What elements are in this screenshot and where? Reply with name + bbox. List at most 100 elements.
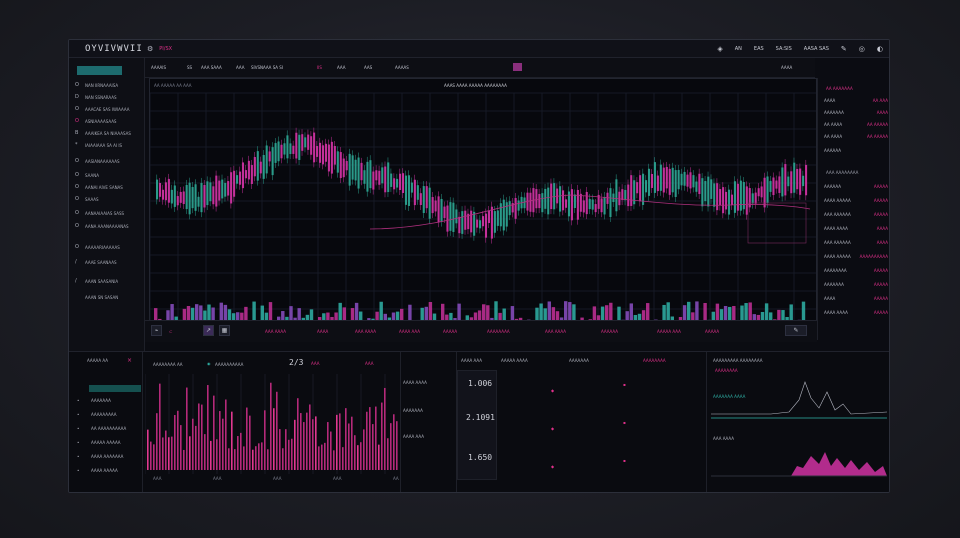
- sidebar-item-4[interactable]: B AAAIKEA SA NIAAASAS: [75, 130, 131, 136]
- footer-label-4[interactable]: AAAAA: [443, 329, 458, 334]
- sidebar-item-2[interactable]: O AAACAE SAS IWIAAAA: [75, 106, 129, 112]
- footer-label-8[interactable]: AAAAA AAA: [657, 329, 681, 334]
- candle: [173, 185, 176, 207]
- footer-label-0[interactable]: AAA AAAA: [265, 329, 286, 334]
- settings-icon[interactable]: ◎: [858, 45, 865, 53]
- candle: [185, 184, 188, 210]
- sidebar-item-10[interactable]: O AANAAIAAIAS SASS: [75, 210, 124, 216]
- volume-tick: AAA: [273, 476, 282, 481]
- footer-label-7[interactable]: AAAAAA: [601, 329, 618, 334]
- footer-label-1[interactable]: AAAA: [317, 329, 329, 334]
- volume-bar: [748, 302, 752, 331]
- sidebar-item-label: SAAAS: [85, 196, 99, 202]
- volume-bar: [572, 304, 576, 331]
- candle: [295, 132, 298, 159]
- watchlist-row-1[interactable]: AAAAAAAAA: [91, 412, 117, 417]
- candle: [745, 186, 748, 215]
- profile-icon[interactable]: ◐: [876, 45, 883, 53]
- footer-label-2[interactable]: AAA AAAA: [355, 329, 376, 334]
- footer-label-9[interactable]: AAAAA: [705, 329, 720, 334]
- orderbook-row: AAA AAAAAA AAAA: [824, 240, 888, 245]
- watchlist-row-5[interactable]: AAAA AAAAA: [91, 468, 118, 473]
- watchlist-row-3[interactable]: AAAAA AAAAA: [91, 440, 121, 445]
- link-icon[interactable]: ⌁: [151, 325, 162, 336]
- footer-label-6[interactable]: AAA AAAA: [545, 329, 566, 334]
- gear-icon[interactable]: ⚙: [147, 45, 154, 53]
- volume-bar: [297, 308, 301, 331]
- candle: [579, 193, 582, 212]
- candle: [692, 175, 695, 188]
- volume-bar: [300, 413, 302, 470]
- order-action-icon[interactable]: ◆: [551, 426, 555, 431]
- top-item-0[interactable]: AN: [734, 46, 742, 52]
- top-item-3[interactable]: AASA SAS: [803, 46, 829, 52]
- close-icon[interactable]: ×: [127, 357, 133, 364]
- candle: [431, 197, 434, 214]
- candle: [659, 164, 662, 191]
- order-status-icon[interactable]: ▪: [623, 420, 626, 425]
- watchlist-row-icon: •: [77, 412, 80, 417]
- sidebar-item-5[interactable]: * IAIAAIAAA SA AI IS: [75, 142, 122, 148]
- volume-value: 2/3: [289, 358, 304, 367]
- orderbook-label: AAAAAA: [824, 148, 841, 153]
- sidebar-item-14[interactable]: / AAAN SAASANIA: [75, 278, 118, 284]
- sidebar-item-3[interactable]: O ASNIAAAASAAS: [75, 118, 116, 124]
- sidebar-item-8[interactable]: O AANAI AIVE SANAS: [75, 184, 123, 190]
- candle: [363, 170, 366, 184]
- toolbar-item-1[interactable]: SS: [187, 65, 193, 70]
- order-status-icon[interactable]: ▪: [623, 458, 626, 463]
- watchlist-active-row[interactable]: [89, 385, 141, 392]
- candle: [612, 193, 615, 202]
- volume-bar: [345, 408, 347, 470]
- sidebar-item-11[interactable]: O AANA AAANAAAANAS: [75, 223, 129, 229]
- candle: [401, 173, 405, 193]
- toolbar-item-6[interactable]: AAA: [337, 65, 346, 70]
- footer-label-5[interactable]: AAAAAAAA: [487, 329, 510, 334]
- footer-label-3[interactable]: AAAA AAA: [399, 329, 420, 334]
- top-item-1[interactable]: EAS: [753, 46, 764, 52]
- candle: [665, 166, 668, 189]
- candle: [310, 136, 313, 155]
- toolbar-item-5[interactable]: IIS: [317, 65, 322, 70]
- candle: [674, 170, 677, 197]
- pen-icon[interactable]: ✎: [840, 45, 847, 53]
- toolbar-item-2[interactable]: AAA SAAA: [201, 65, 222, 70]
- candle: [422, 186, 425, 214]
- candle: [375, 170, 378, 181]
- volume-bar: [568, 302, 572, 331]
- sidebar-item-0[interactable]: O NAN IIRNAAAISA: [75, 82, 118, 88]
- sidebar-item-label: ASNIAAAASAAS: [85, 118, 117, 124]
- top-item-2[interactable]: SA:SIS: [775, 46, 792, 52]
- toolbar-item-8[interactable]: AAAAS: [395, 65, 409, 70]
- grid-icon[interactable]: ▦: [219, 325, 230, 336]
- draw-icon[interactable]: ✎: [785, 325, 807, 336]
- sidebar-item-15[interactable]: AAAN SN SASAN: [75, 295, 118, 300]
- watchlist-row-4[interactable]: AAAA AAAAAAA: [91, 454, 124, 459]
- orderbook-row: AAAA AAAA AAAAA: [824, 310, 888, 315]
- toolbar-item-7[interactable]: AAS: [364, 65, 373, 70]
- candle: [514, 198, 517, 219]
- diamond-icon[interactable]: ◈: [717, 45, 723, 53]
- watchlist-row-0[interactable]: AAAAAAA: [91, 398, 111, 403]
- cursor-icon[interactable]: ↗: [203, 325, 214, 336]
- order-action-icon[interactable]: ◆: [551, 464, 555, 469]
- toolbar-badge[interactable]: [513, 63, 522, 71]
- sidebar-item-9[interactable]: O SAAAS: [75, 196, 99, 202]
- sidebar-item-6[interactable]: O AASIANAAAAAAS: [75, 158, 120, 164]
- order-action-icon[interactable]: ◆: [551, 388, 555, 393]
- order-status-icon[interactable]: ▪: [623, 382, 626, 387]
- toolbar-item-4[interactable]: SIVSNAAA SA SI: [251, 65, 284, 70]
- sidebar-item-1[interactable]: D NAN SSNARAAS: [75, 94, 117, 100]
- sidebar-item-12[interactable]: O AAAAARIAAAAAS: [75, 244, 120, 250]
- watchlist-row-2[interactable]: AA AAAAAAAAAA: [91, 426, 127, 431]
- depth-line: [711, 381, 888, 415]
- toolbar-right-0[interactable]: AAAA: [781, 65, 793, 70]
- footer-tool-1[interactable]: ⊂: [169, 329, 173, 334]
- sidebar-item-13[interactable]: / AAAE SAANAAS: [75, 259, 117, 265]
- toolbar-item-3[interactable]: AAA: [236, 65, 245, 70]
- toolbar-item-0[interactable]: AAAAIS: [151, 65, 166, 70]
- sidebar-active-item[interactable]: [77, 66, 122, 75]
- sidebar-item-7[interactable]: O SAANA: [75, 172, 99, 178]
- candle: [212, 186, 215, 205]
